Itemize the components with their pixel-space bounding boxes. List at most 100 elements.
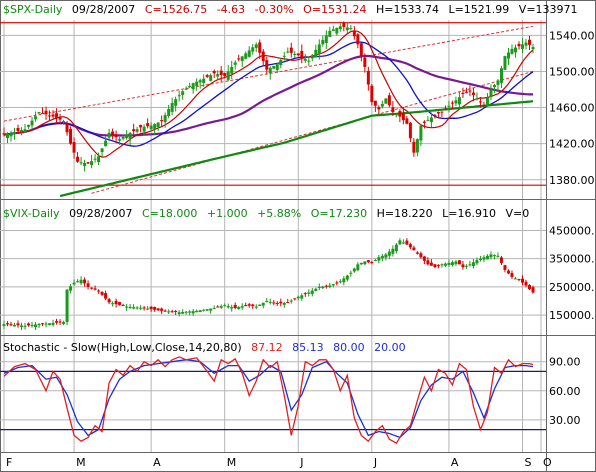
- vix-candle-body: [296, 296, 300, 299]
- vix-candle: [41, 322, 45, 327]
- vix-candle-body: [128, 306, 132, 309]
- vix-candle: [377, 254, 381, 264]
- spx-trend-channel: [3, 25, 534, 122]
- vix-candle: [321, 285, 325, 290]
- vix-candle-body: [482, 257, 486, 260]
- vix-candle-body: [41, 323, 45, 325]
- spx-candle: [482, 101, 486, 108]
- spx-candle: [450, 100, 454, 110]
- vix-candle-body: [349, 272, 353, 274]
- spx-candle-body: [37, 112, 41, 114]
- vix-candle-body: [121, 304, 125, 306]
- spx-candle: [499, 65, 503, 89]
- spx-candle-body: [55, 113, 59, 119]
- vix-candle: [457, 260, 461, 265]
- vix-candle-body: [398, 240, 402, 245]
- vix-candle: [198, 309, 202, 313]
- vix-candle: [34, 322, 38, 331]
- spx-candle-body: [254, 44, 258, 48]
- vix-candle: [471, 259, 475, 269]
- vix-candle-body: [20, 325, 24, 328]
- vix-candle: [251, 303, 255, 310]
- vix-candle: [405, 238, 409, 245]
- vix-candle: [485, 254, 489, 260]
- stoch-lower-value: 20.00: [374, 341, 406, 354]
- vix-candle-body: [9, 324, 13, 326]
- vix-candle: [373, 258, 377, 262]
- vix-candle-body: [212, 308, 216, 310]
- vix-candle: [244, 302, 248, 307]
- spx-candle-body: [377, 107, 381, 110]
- spx-candle: [34, 111, 38, 122]
- spx-open: O=1531.24: [303, 3, 366, 16]
- spx-candle-body: [139, 125, 143, 128]
- spx-candle-body: [244, 53, 248, 59]
- spx-candle-body: [202, 78, 206, 83]
- spx-candle: [321, 35, 325, 47]
- vix-candle-body: [254, 306, 258, 308]
- vix-candle: [296, 295, 300, 301]
- vix-candle-body: [55, 321, 59, 323]
- x-tick-label: J: [299, 456, 303, 469]
- spx-candle: [184, 86, 188, 91]
- spx-candle: [520, 38, 524, 54]
- vix-candle-body: [72, 282, 76, 285]
- spx-candle: [457, 91, 461, 110]
- vix-candle-body: [401, 242, 405, 244]
- vix-candle: [237, 305, 241, 310]
- spx-candle-body: [464, 91, 468, 93]
- vix-candle: [93, 285, 97, 291]
- spx-candle: [181, 89, 185, 100]
- spx-candle-body: [506, 52, 510, 59]
- vix-candle: [506, 269, 510, 275]
- vix-candle-body: [527, 285, 531, 289]
- vix-candle-body: [195, 310, 199, 313]
- spx-candle: [293, 51, 297, 58]
- spx-candle-body: [146, 123, 150, 127]
- spx-candle-body: [492, 84, 496, 88]
- spx-candle-body: [188, 85, 192, 87]
- spx-candle: [303, 54, 307, 63]
- spx-candle-body: [170, 103, 174, 112]
- spx-candle-body: [65, 123, 69, 133]
- vix-candle-body: [146, 308, 150, 310]
- vix-candle: [429, 259, 433, 266]
- vix-y-tick-label: 250000.: [549, 281, 595, 294]
- spx-ma200-line: [59, 100, 534, 198]
- spx-candle: [349, 25, 353, 31]
- vix-candle-body: [356, 264, 360, 271]
- vix-candle: [188, 310, 192, 316]
- vix-candle: [380, 253, 384, 262]
- x-tick-label: S: [524, 456, 531, 469]
- vix-candle-body: [48, 323, 52, 326]
- spx-candle: [104, 136, 108, 147]
- vix-candle-body: [226, 306, 230, 308]
- spx-candle-body: [408, 122, 412, 139]
- vix-candle-body: [531, 287, 535, 293]
- spx-candle: [398, 109, 402, 123]
- vix-candle-body: [307, 292, 311, 294]
- stoch-name: Stochastic - Slow(High,Low,Close,14,20,8…: [3, 341, 242, 354]
- spx-candle-body: [454, 100, 458, 104]
- vix-candle: [303, 292, 307, 297]
- vix-candle-body: [13, 324, 17, 327]
- spx-candle-body: [34, 116, 38, 120]
- vix-candle: [118, 301, 122, 306]
- vix-candle-body: [118, 302, 122, 305]
- spx-candle: [237, 54, 241, 62]
- x-tick-label: A: [451, 456, 459, 469]
- spx-candle: [27, 124, 31, 129]
- vix-candle: [177, 310, 181, 317]
- spx-candle: [219, 66, 223, 82]
- vix-candle-body: [324, 285, 328, 287]
- vix-candle-body: [450, 262, 454, 266]
- vix-candle-body: [170, 311, 174, 313]
- vix-candle: [107, 297, 111, 305]
- vix-candle: [209, 308, 213, 314]
- spx-candle-body: [366, 70, 370, 85]
- spx-close: C=1526.75: [145, 3, 207, 16]
- spx-candle: [9, 130, 13, 142]
- spx-candle-body: [447, 105, 451, 107]
- spx-candle: [492, 83, 496, 94]
- vix-candle: [254, 304, 258, 310]
